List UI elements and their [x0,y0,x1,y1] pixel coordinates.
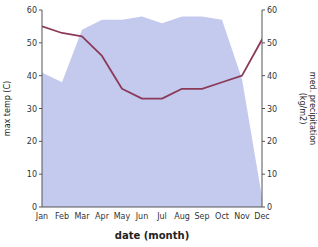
x-tick-label: Feb [55,212,69,221]
y2-tick-label: 10 [267,170,277,179]
precipitation-area [42,17,262,207]
y2-tick-label: 50 [267,39,277,48]
x-axis-line [42,207,262,208]
y2-tick [262,108,265,109]
x-tick-label: Mar [74,212,90,221]
x-tick-label: May [114,212,131,221]
x-tick-label: Oct [215,212,229,221]
chart: 0 10 20 30 40 50 60 0 10 20 30 40 50 60 Jan Feb Mar Apr Ma… [0,0,318,247]
y2-tick-label: 20 [267,137,277,146]
y2-tick [262,42,265,43]
x-tick-label: Aug [174,212,190,221]
y-tick [39,141,42,142]
y2-tick-label: 40 [267,72,277,81]
y2-tick-label: 30 [267,105,277,114]
x-axis-label: date (month) [115,230,189,241]
y-tick [39,174,42,175]
y-tick [39,108,42,109]
x-tick-label: Sep [194,212,209,221]
x-tick-label: Jan [35,212,48,221]
chart-container: 0 10 20 30 40 50 60 0 10 20 30 40 50 60 Jan Feb Mar Apr Ma… [0,0,318,247]
y-tick-label: 10 [27,170,37,179]
x-tick-label: Jun [135,212,149,221]
y2-tick [262,207,265,208]
plot-area [42,17,262,207]
x-tick-label: Nov [234,212,250,221]
y-tick [39,10,42,11]
y-tick-label: 50 [27,39,37,48]
x-tick-label: Apr [95,212,110,221]
y2-tick [262,174,265,175]
y2-tick [262,141,265,142]
y2-axis-label-line: med. precipitation [308,72,317,145]
y-tick-label: 20 [27,137,37,146]
y2-tick-label: 0 [267,203,272,212]
y-tick-label: 60 [27,6,37,15]
y-tick-label: 40 [27,72,37,81]
y2-axis-label: med. precipitation(kg/m2) [298,72,317,145]
x-tick-label: Jul [156,212,167,221]
temperature-line [42,26,262,98]
y2-tick-label: 60 [267,6,277,15]
y-tick-label: 0 [32,203,37,212]
y2-tick [262,10,265,11]
y-tick [39,207,42,208]
y-tick [39,75,42,76]
x-tick-label: Dec [254,212,269,221]
y-tick-label: 30 [27,105,37,114]
y-tick [39,42,42,43]
y2-axis-label-line: (kg/m2) [298,93,307,125]
y-axis-label: max temp (C) [3,81,12,136]
y2-tick [262,75,265,76]
